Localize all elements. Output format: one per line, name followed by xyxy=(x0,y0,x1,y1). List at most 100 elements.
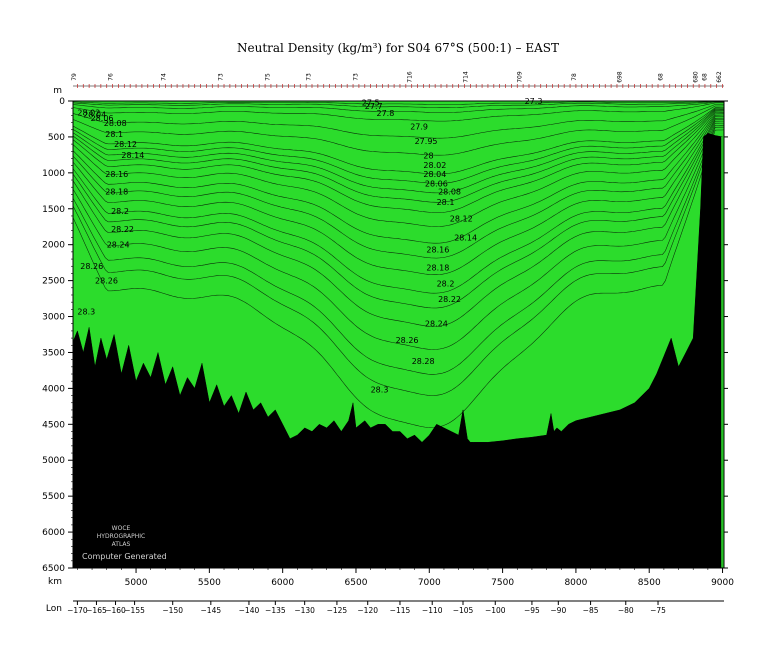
station-label-10: 78 xyxy=(571,73,578,81)
contour-line-7 xyxy=(73,108,724,184)
contour-line-19 xyxy=(73,124,724,375)
contour-label-17: 28.22 xyxy=(438,295,461,304)
station-label-12: 68 xyxy=(657,73,664,81)
contour-line-20 xyxy=(73,126,724,396)
lon-tick-label-10: −120 xyxy=(357,606,378,615)
logo-caption: Computer Generated xyxy=(82,552,167,561)
station-label-0: 79 xyxy=(71,73,78,81)
contour-line-9 xyxy=(73,109,724,203)
axes: 0 500 1000 1500 2000 2500 3000 3500 4000 4500 5000… xyxy=(42,71,734,615)
contour-line-4 xyxy=(73,104,724,139)
x-tick-label-2: 6000 xyxy=(271,578,294,588)
lon-tick-label-9: −125 xyxy=(327,606,348,615)
station-label-15: 662 xyxy=(716,71,723,83)
station-label-3: 73 xyxy=(218,73,225,81)
lon-tick-label-19: −75 xyxy=(650,606,666,615)
west-contour-label-4: 28.1 xyxy=(105,130,123,139)
x-tick-label-3: 6500 xyxy=(345,578,368,588)
contour-line-5 xyxy=(73,105,724,156)
lon-tick-label-16: −90 xyxy=(550,606,566,615)
west-contour-label-12: 28.26 xyxy=(80,262,103,271)
west-contour-label-6: 28.14 xyxy=(121,151,144,160)
contour-line-12 xyxy=(73,113,724,244)
contour-label-8: 28.04 xyxy=(423,170,446,179)
contour-line-21 xyxy=(73,129,724,428)
contour-lines xyxy=(73,101,724,428)
contour-line-13 xyxy=(73,114,724,259)
lon-tick-label-17: −85 xyxy=(583,606,599,615)
y-tick-label-11: 5500 xyxy=(42,492,65,502)
lon-label: Lon xyxy=(46,604,62,614)
contour-line-3 xyxy=(73,102,724,122)
bathymetry xyxy=(73,133,723,568)
west-contour-label-11: 28.24 xyxy=(107,241,130,250)
lon-tick-label-11: −115 xyxy=(390,606,411,615)
west-contour-label-9: 28.2 xyxy=(111,207,129,216)
lon-tick-label-13: −105 xyxy=(453,606,474,615)
x-tick-label-5: 7500 xyxy=(491,578,514,588)
y-tick-label-9: 4500 xyxy=(42,420,65,430)
contour-line-15 xyxy=(73,117,724,294)
west-contour-label-14: 28.3 xyxy=(77,307,95,316)
contour-line-0 xyxy=(73,101,724,105)
y-tick-label-10: 5000 xyxy=(42,456,65,466)
contour-line-11 xyxy=(73,112,724,227)
contour-label-15: 28.18 xyxy=(426,264,449,273)
chart-title: Neutral Density (kg/m³) for S04 67°S (50… xyxy=(237,41,559,55)
y-tick-label-5: 2500 xyxy=(42,277,65,287)
contour-line-8 xyxy=(73,109,724,194)
logo-line-3: ATLAS xyxy=(112,541,131,548)
y-tick-label-6: 3000 xyxy=(42,313,65,323)
west-contour-label-5: 28.12 xyxy=(114,140,137,149)
contour-labels: 27.327.527.727.827.927.952828.0228.0428.… xyxy=(77,97,542,395)
x-unit-label: km xyxy=(48,577,62,587)
lon-tick-label-5: −145 xyxy=(201,606,222,615)
y-unit-label: m xyxy=(53,86,62,96)
contour-label-12: 28.12 xyxy=(450,215,473,224)
lon-tick-label-7: −135 xyxy=(265,606,286,615)
contour-label-5: 27.95 xyxy=(415,137,438,146)
contour-label-6: 28 xyxy=(423,152,433,161)
contour-label-4: 27.9 xyxy=(410,123,428,132)
contour-label-2: 27.7 xyxy=(365,102,383,111)
west-contour-label-13: 28.26 xyxy=(95,277,118,286)
y-tick-label-0: 0 xyxy=(59,97,65,107)
west-contour-label-10: 28.22 xyxy=(111,225,134,234)
plot-frame xyxy=(72,100,725,569)
station-label-13: 680 xyxy=(693,71,700,83)
x-tick-label-6: 8000 xyxy=(564,578,587,588)
west-contour-label-3: 28.08 xyxy=(104,119,127,128)
contour-label-1: 27.5 xyxy=(362,98,380,107)
contour-label-19: 28.26 xyxy=(396,336,419,345)
logo-line-2: HYDROGRAPHIC xyxy=(97,533,145,540)
contour-line-6 xyxy=(73,107,724,175)
lon-tick-label-14: −100 xyxy=(485,606,506,615)
lon-tick-label-12: −110 xyxy=(422,606,443,615)
contour-label-10: 28.08 xyxy=(438,187,461,196)
contour-line-18 xyxy=(73,122,724,350)
lon-tick-label-1: −165 xyxy=(86,606,107,615)
y-tick-label-2: 1000 xyxy=(42,169,65,179)
contour-label-14: 28.16 xyxy=(426,246,449,255)
seafloor xyxy=(73,133,723,568)
y-tick-label-12: 6000 xyxy=(42,528,65,538)
contour-label-18: 28.24 xyxy=(425,320,448,329)
contour-line-17 xyxy=(73,120,724,327)
lon-tick-label-18: −80 xyxy=(618,606,634,615)
station-label-11: 698 xyxy=(616,71,623,83)
west-contour-label-1: 28.04 xyxy=(83,111,106,120)
west-contour-label-7: 28.16 xyxy=(105,170,128,179)
contour-label-16: 28.2 xyxy=(437,279,455,288)
x-tick-label-7: 8500 xyxy=(638,578,661,588)
y-tick-label-8: 4000 xyxy=(42,384,65,394)
contour-label-3: 27.8 xyxy=(377,109,395,118)
y-tick-label-13: 6500 xyxy=(42,564,65,574)
station-label-9: 709 xyxy=(517,71,524,83)
lon-tick-label-2: −160 xyxy=(105,606,126,615)
x-tick-label-1: 5500 xyxy=(198,578,221,588)
contour-label-11: 28.1 xyxy=(437,198,455,207)
station-label-8: 714 xyxy=(462,71,469,83)
y-tick-label-4: 2000 xyxy=(42,241,65,251)
y-tick-label-7: 3500 xyxy=(42,348,65,358)
